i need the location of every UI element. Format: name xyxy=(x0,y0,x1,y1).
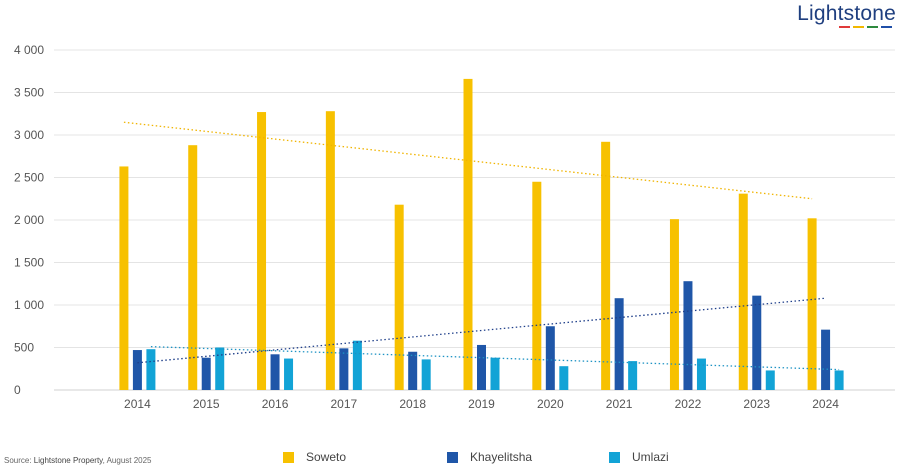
y-axis-ticks: 0 500 1 000 1 500 2 000 2 500 3 000 3 500 4 000 xyxy=(14,43,44,397)
y-tick-label: 3 000 xyxy=(14,128,44,142)
x-tick-label: 2016 xyxy=(262,397,289,411)
bar-soweto-2024 xyxy=(807,218,817,390)
x-tick-label: 2020 xyxy=(537,397,564,411)
logo-text: Lightstone xyxy=(797,2,896,25)
x-axis-ticks: 2014 2015 2016 2017 2018 2019 2020 2021 2022 2023… xyxy=(124,397,839,411)
trendline-khayelitsha xyxy=(137,297,826,364)
bar-khayelitsha-2016 xyxy=(270,354,280,390)
bar-umlazi-2020 xyxy=(559,366,569,390)
x-tick-label: 2019 xyxy=(468,397,495,411)
y-tick-label: 1 000 xyxy=(14,298,44,312)
legend-swatch xyxy=(283,451,294,463)
y-tick-label: 0 xyxy=(14,383,21,397)
y-tick-label: 500 xyxy=(14,341,34,355)
logo-bar-segment xyxy=(839,26,850,28)
logo-bar-segment xyxy=(853,26,864,28)
bar-soweto-2020 xyxy=(532,181,542,390)
x-tick-label: 2022 xyxy=(675,397,702,411)
x-tick-label: 2018 xyxy=(399,397,426,411)
y-tick-label: 1 500 xyxy=(14,256,44,270)
lightstone-logo: Lightstone xyxy=(797,2,896,28)
x-tick-label: 2017 xyxy=(331,397,358,411)
x-tick-label: 2024 xyxy=(812,397,839,411)
x-tick-label: 2023 xyxy=(743,397,770,411)
legend: Soweto Khayelitsha Umlazi xyxy=(0,448,900,466)
bar-umlazi-2018 xyxy=(421,359,431,390)
trendlines xyxy=(123,121,840,371)
bar-soweto-2015 xyxy=(188,145,198,390)
bar-khayelitsha-2018 xyxy=(408,351,418,390)
bar-umlazi-2017 xyxy=(352,340,362,390)
bar-khayelitsha-2024 xyxy=(821,329,831,390)
logo-bar-segment xyxy=(881,26,892,28)
source-name: Lightstone Property xyxy=(33,456,103,465)
grid-lines xyxy=(54,49,895,391)
bar-khayelitsha-2019 xyxy=(477,344,486,390)
legend-item-soweto: Soweto xyxy=(283,450,346,464)
bar-soweto-2016 xyxy=(257,112,267,391)
y-tick-label: 2 000 xyxy=(14,213,44,227)
bar-umlazi-2019 xyxy=(490,357,500,390)
x-tick-label: 2015 xyxy=(193,397,220,411)
bar-umlazi-2016 xyxy=(284,358,294,390)
bar-soweto-2017 xyxy=(325,111,335,390)
y-tick-label: 3 500 xyxy=(14,86,44,100)
bar-umlazi-2022 xyxy=(696,358,706,390)
bar-khayelitsha-2017 xyxy=(339,348,349,390)
legend-label: Soweto xyxy=(306,450,347,464)
legend-item-umlazi: Umlazi xyxy=(609,450,669,464)
bar-soweto-2021 xyxy=(601,141,611,390)
x-tick-label: 2014 xyxy=(124,397,151,411)
bar-umlazi-2015 xyxy=(215,347,225,390)
bars xyxy=(119,78,844,391)
bar-khayelitsha-2021 xyxy=(614,298,624,390)
legend-label: Umlazi xyxy=(632,450,669,464)
bar-khayelitsha-2014 xyxy=(132,350,142,390)
y-tick-label: 4 000 xyxy=(14,43,44,57)
bar-umlazi-2023 xyxy=(765,370,775,390)
source-note: Source: Lightstone Property, August 2025 xyxy=(4,456,152,465)
x-tick-label: 2021 xyxy=(606,397,633,411)
bar-umlazi-2021 xyxy=(628,361,638,390)
bar-khayelitsha-2022 xyxy=(683,281,693,390)
legend-swatch xyxy=(609,451,620,463)
source-suffix: , August 2025 xyxy=(102,456,152,465)
bar-khayelitsha-2015 xyxy=(201,357,211,390)
bar-soweto-2022 xyxy=(669,219,679,390)
bar-umlazi-2014 xyxy=(146,349,156,390)
legend-item-khayelitsha: Khayelitsha xyxy=(447,450,532,464)
trendline-umlazi xyxy=(150,346,840,371)
bar-khayelitsha-2023 xyxy=(752,295,762,390)
logo-bar-segment xyxy=(867,26,878,28)
logo-color-bar xyxy=(797,26,892,28)
y-tick-label: 2 500 xyxy=(14,171,44,185)
source-prefix: Source: xyxy=(4,456,34,465)
legend-swatch xyxy=(447,451,458,463)
bar-soweto-2019 xyxy=(463,78,473,391)
bar-soweto-2014 xyxy=(119,166,129,390)
bar-khayelitsha-2020 xyxy=(545,326,555,390)
bar-soweto-2023 xyxy=(738,193,748,390)
bar-soweto-2018 xyxy=(394,204,404,390)
trendline-soweto xyxy=(123,121,813,200)
bar-umlazi-2024 xyxy=(834,370,844,390)
legend-label: Khayelitsha xyxy=(470,450,533,464)
